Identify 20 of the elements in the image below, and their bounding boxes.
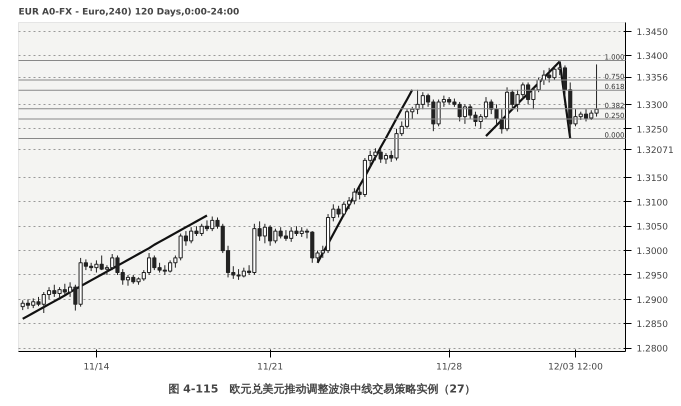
- x-tick-label: 12/03 12:00: [548, 362, 604, 372]
- caption: 图 4-115 欧元兑美元推动调整波浪中线交易策略实例（27）: [168, 382, 476, 396]
- y-tick-label: 1.3150: [636, 174, 668, 184]
- y-tick-label: 1.3356: [636, 74, 668, 84]
- y-tick-label: 1.2950: [636, 271, 668, 282]
- y-tick-label: 1.3000: [636, 247, 668, 258]
- x-tick-label: 11/14: [83, 362, 110, 372]
- x-tick-label: 11/28: [436, 362, 462, 372]
- y-tick-label: 1.3050: [636, 222, 668, 233]
- y-tick-label: 1.3400: [636, 52, 668, 62]
- y-tick-label: 1.2850: [636, 320, 668, 330]
- y-tick-label: 1.2800: [636, 344, 668, 355]
- y-tick-label: 1.2900: [636, 296, 668, 306]
- chart-title: EUR A0-FX - Euro,240) 120 Days,0:00-24:00: [18, 8, 240, 18]
- x-tick-label: 11/21: [257, 362, 284, 372]
- y-tick-label: 1.3100: [636, 198, 668, 208]
- y-tick-label: 1.3300: [636, 100, 668, 111]
- y-tick-label: 1.3450: [636, 28, 668, 38]
- y-tick-label: 1.3250: [636, 125, 668, 136]
- y-tick-label: 1.32071: [636, 146, 674, 156]
